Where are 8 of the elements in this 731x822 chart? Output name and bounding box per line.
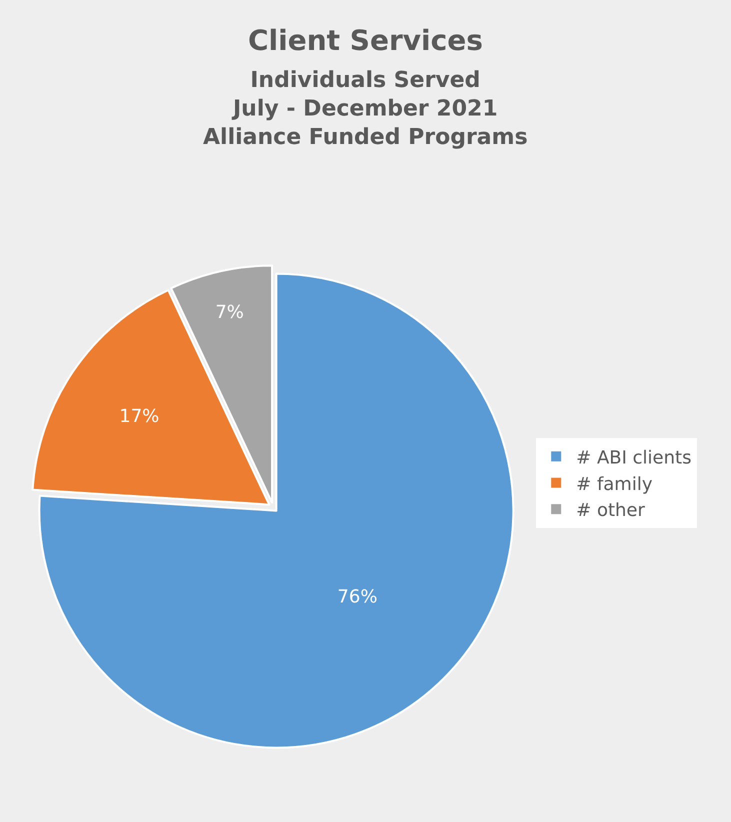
- chart-subtitle: Individuals Served July - December 2021 Alliance Funded Programs: [203, 68, 528, 150]
- legend-label: # ABI clients: [576, 447, 692, 468]
- chart-title: Client Services: [248, 24, 483, 57]
- data-label: 76%: [337, 586, 378, 608]
- legend-label: # other: [576, 500, 646, 522]
- data-label: 17%: [119, 406, 160, 427]
- legend-label: # family: [576, 474, 653, 495]
- data-label: 7%: [215, 302, 244, 324]
